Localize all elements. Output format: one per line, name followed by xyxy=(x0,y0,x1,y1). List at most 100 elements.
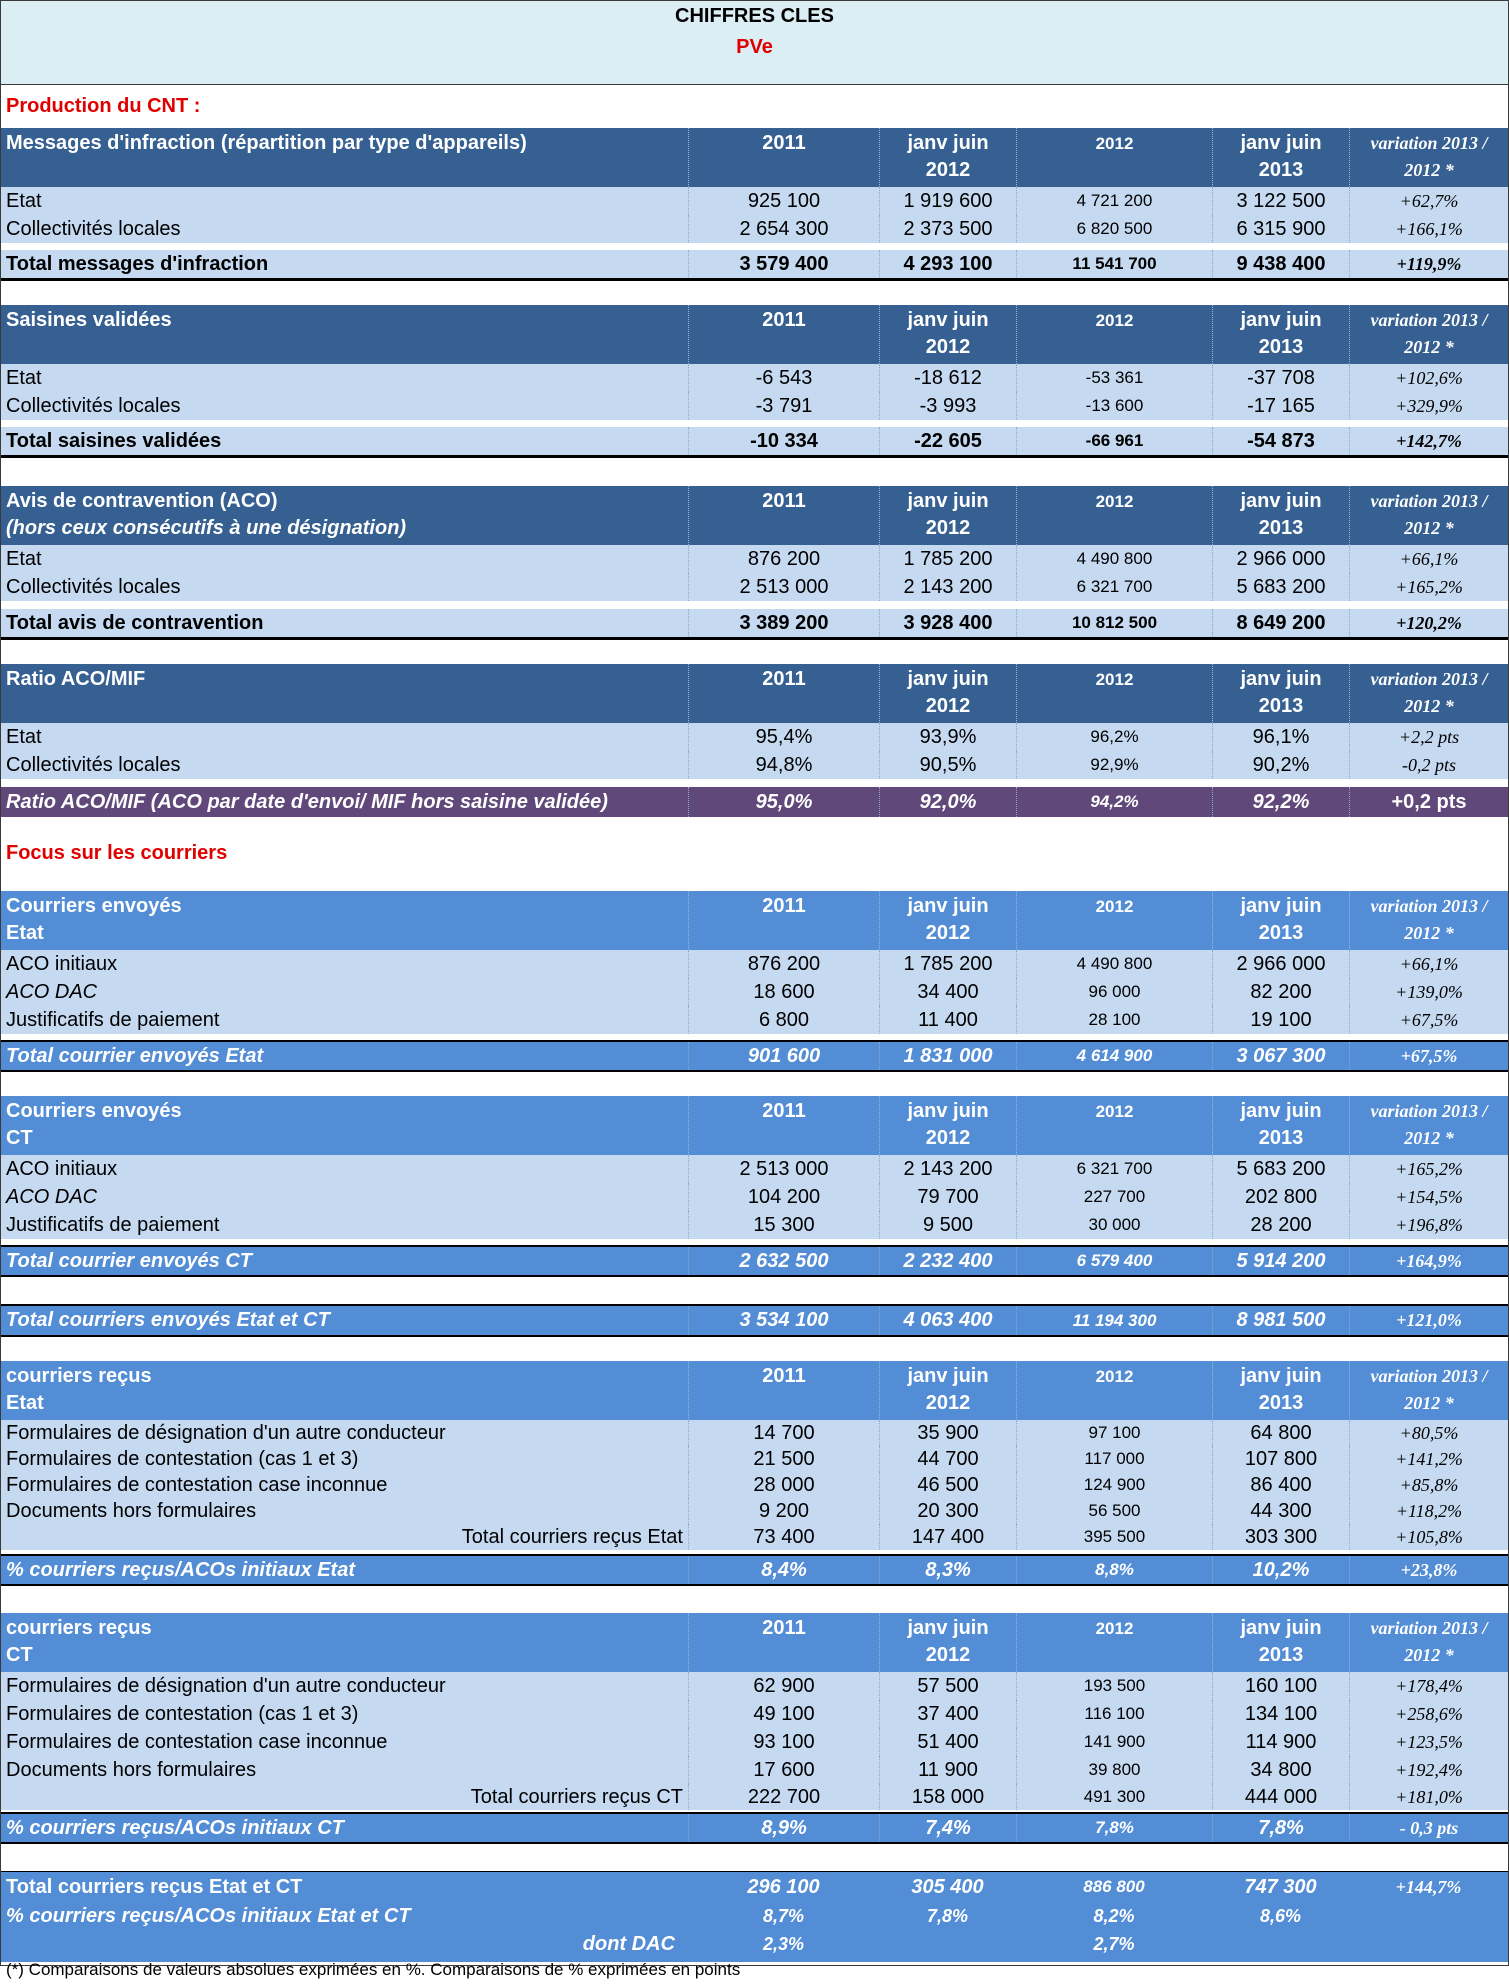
saisines-row-ct-val-1: -3 993 xyxy=(879,392,1016,420)
rec-etat-row-0: Formulaires de désignation d'un autre co… xyxy=(1,1420,1508,1446)
rec-ct-row-3: Documents hors formulaires 17 600 11 900 39… xyxy=(1,1756,1508,1784)
env-ct-total-row-val-4: +164,9% xyxy=(1349,1247,1508,1275)
env-etat-row-1-val-1: 34 400 xyxy=(879,978,1016,1006)
ratio-row-ct-label: Collectivités locales xyxy=(6,754,181,776)
rec-etat-col-header-4: variation 2013 / 2012 * xyxy=(1349,1361,1508,1420)
env-etat-row-0-val-4: +66,1% xyxy=(1349,950,1508,978)
saisines-total-row-val-1: -22 605 xyxy=(879,427,1016,455)
mif-col-header-3: janv juin 2013 xyxy=(1212,128,1349,187)
env-etat-col-header-1: janv juin 2012 xyxy=(879,891,1016,950)
rec-etat-row-1-val-3: 107 800 xyxy=(1212,1446,1349,1472)
env-ct-row-0-val-4: +165,2% xyxy=(1349,1155,1508,1183)
rec-etat-col-header-1: janv juin 2012 xyxy=(879,1361,1016,1420)
saisines-title: Saisines validées xyxy=(1,305,687,364)
rec-ct-row-0-val-1: 57 500 xyxy=(879,1672,1016,1700)
env-ct-row-2-val-1: 9 500 xyxy=(879,1211,1016,1239)
title-band: CHIFFRES CLES PVe xyxy=(1,1,1508,85)
saisines-total-row-label: Total saisines validées xyxy=(6,430,222,452)
ratio-col-header-1: janv juin 2012 xyxy=(879,664,1016,723)
env-ct-col-header-2: 2012 xyxy=(1016,1096,1212,1155)
saisines-total-row-val-2: -66 961 xyxy=(1016,427,1212,455)
env-ct-row-0-label: ACO initiaux xyxy=(6,1158,118,1180)
env-etat-col-header-3: janv juin 2013 xyxy=(1212,891,1349,950)
final-row-total-val-1: 305 400 xyxy=(911,1876,984,1898)
saisines-row-ct-val-2: -13 600 xyxy=(1016,392,1212,420)
rec-ct-pct-row-val-1: 7,4% xyxy=(879,1814,1016,1842)
aco-col-header-4-a: variation 2013 / xyxy=(1370,491,1488,511)
env-etat-total-row-val-0: 901 600 xyxy=(688,1042,879,1070)
final-row-dac-val-3 xyxy=(1212,1930,1349,1958)
rec-etat-pct-row-val-2: 8,8% xyxy=(1016,1556,1212,1584)
saisines-col-header-4-b: 2012 * xyxy=(1404,337,1454,357)
rec-etat-row-0-val-4: +80,5% xyxy=(1349,1420,1508,1446)
aco-col-header-1: janv juin 2012 xyxy=(879,486,1016,545)
env-ct-col-header-4: variation 2013 / 2012 * xyxy=(1349,1096,1508,1155)
mif-col-header-0: 2011 xyxy=(688,128,879,187)
ratio-row-ct-val-3: 90,2% xyxy=(1212,751,1349,779)
env-etat-row-2-val-1: 11 400 xyxy=(879,1006,1016,1034)
page-subtitle: PVe xyxy=(736,36,773,58)
rec-ct-row-4-val-4: +181,0% xyxy=(1349,1784,1508,1810)
ratio-row-ct-val-1: 90,5% xyxy=(879,751,1016,779)
mif-row-etat-val-4: +62,7% xyxy=(1349,187,1508,215)
aco-row-ct-val-3: 5 683 200 xyxy=(1212,573,1349,601)
mif-total-row-label: Total messages d'infraction xyxy=(6,253,269,275)
ratio-col-header-0-a: 2011 xyxy=(762,668,806,690)
rec-etat-col-header-0-a: 2011 xyxy=(762,1365,806,1387)
rec-ct-row-1-val-0: 49 100 xyxy=(688,1700,879,1728)
rec-etat-row-1-val-0: 21 500 xyxy=(688,1446,879,1472)
rec-ct-row-2-val-1: 51 400 xyxy=(879,1728,1016,1756)
rec-ct-row-1-val-3: 134 100 xyxy=(1212,1700,1349,1728)
mif-row-etat-val-0: 925 100 xyxy=(688,187,879,215)
saisines-col-header-1-b: 2012 xyxy=(925,336,971,358)
env-etat-header: Courriers envoyés Etat 2011 janv juin 2012 20… xyxy=(1,891,1508,950)
env-ct-row-1: ACO DAC 104 200 79 700 227 700 202 800 +154,5… xyxy=(1,1183,1508,1211)
rec-etat-title-line2: Etat xyxy=(6,1392,44,1414)
saisines-col-header-3-b: 2013 xyxy=(1258,336,1304,358)
ratio-title-line1: Ratio ACO/MIF xyxy=(6,668,146,690)
env-ct-col-header-4-a: variation 2013 / xyxy=(1370,1101,1488,1121)
mif-row-ct-val-2: 6 820 500 xyxy=(1016,215,1212,243)
saisines-col-header-3-a: janv juin xyxy=(1240,309,1322,331)
rec-ct-row-0-val-4: +178,4% xyxy=(1349,1672,1508,1700)
env-grand-total-row-val-3: 8 981 500 xyxy=(1212,1306,1349,1335)
mif-total-row-val-0: 3 579 400 xyxy=(688,250,879,278)
ratio-col-header-1-a: janv juin xyxy=(907,668,989,690)
rec-ct-row-1-val-4: +258,6% xyxy=(1349,1700,1508,1728)
aco-title-line1: Avis de contravention (ACO) xyxy=(6,490,278,512)
env-ct-row-1-val-0: 104 200 xyxy=(688,1183,879,1211)
saisines-row-etat-val-2: -53 361 xyxy=(1016,364,1212,392)
mif-row-ct-label: Collectivités locales xyxy=(6,218,181,240)
rec-etat-row-0-label: Formulaires de désignation d'un autre co… xyxy=(6,1422,446,1444)
rec-etat-row-2-val-0: 28 000 xyxy=(688,1472,879,1498)
mif-row-etat-label: Etat xyxy=(6,190,42,212)
mif-col-header-1-b: 2012 xyxy=(925,159,971,181)
aco-title: Avis de contravention (ACO) (hors ceux co… xyxy=(1,486,687,545)
rec-etat-col-header-0: 2011 xyxy=(688,1361,879,1420)
rec-etat-row-3-val-3: 44 300 xyxy=(1212,1498,1349,1524)
env-grand-total-row-val-1: 4 063 400 xyxy=(879,1306,1016,1335)
ratio-col-header-2-a: 2012 xyxy=(1095,670,1134,689)
env-ct-row-0-val-2: 6 321 700 xyxy=(1016,1155,1212,1183)
mif-col-header-1: janv juin 2012 xyxy=(879,128,1016,187)
saisines-total-row: Total saisines validées -10 334 -22 605 -66… xyxy=(1,427,1508,458)
rec-etat-row-3: Documents hors formulaires 9 200 20 300 56 … xyxy=(1,1498,1508,1524)
rec-etat-row-2-val-2: 124 900 xyxy=(1016,1472,1212,1498)
rec-ct-col-header-3-b: 2013 xyxy=(1258,1644,1304,1666)
mif-col-header-3-b: 2013 xyxy=(1258,159,1304,181)
aco-row-etat-val-3: 2 966 000 xyxy=(1212,545,1349,573)
env-grand-total-row-label: Total courriers envoyés Etat et CT xyxy=(6,1309,330,1331)
final-row-dac-val-0: 2,3% xyxy=(762,1934,805,1954)
mif-row-etat-val-2: 4 721 200 xyxy=(1016,187,1212,215)
env-ct-col-header-4-b: 2012 * xyxy=(1404,1128,1454,1148)
env-etat-col-header-1-b: 2012 xyxy=(925,922,971,944)
saisines-total-row-val-4: +142,7% xyxy=(1349,427,1508,455)
saisines-row-ct-val-4: +329,9% xyxy=(1349,392,1508,420)
ratio-total-row-val-3: 92,2% xyxy=(1212,787,1349,817)
rec-ct-row-1-val-2: 116 100 xyxy=(1016,1700,1212,1728)
env-ct-col-header-3-b: 2013 xyxy=(1258,1127,1304,1149)
env-etat-row-2-val-2: 28 100 xyxy=(1016,1006,1212,1034)
env-ct-row-2-val-0: 15 300 xyxy=(688,1211,879,1239)
env-ct-col-header-1-b: 2012 xyxy=(925,1127,971,1149)
env-ct-row-0-val-1: 2 143 200 xyxy=(879,1155,1016,1183)
